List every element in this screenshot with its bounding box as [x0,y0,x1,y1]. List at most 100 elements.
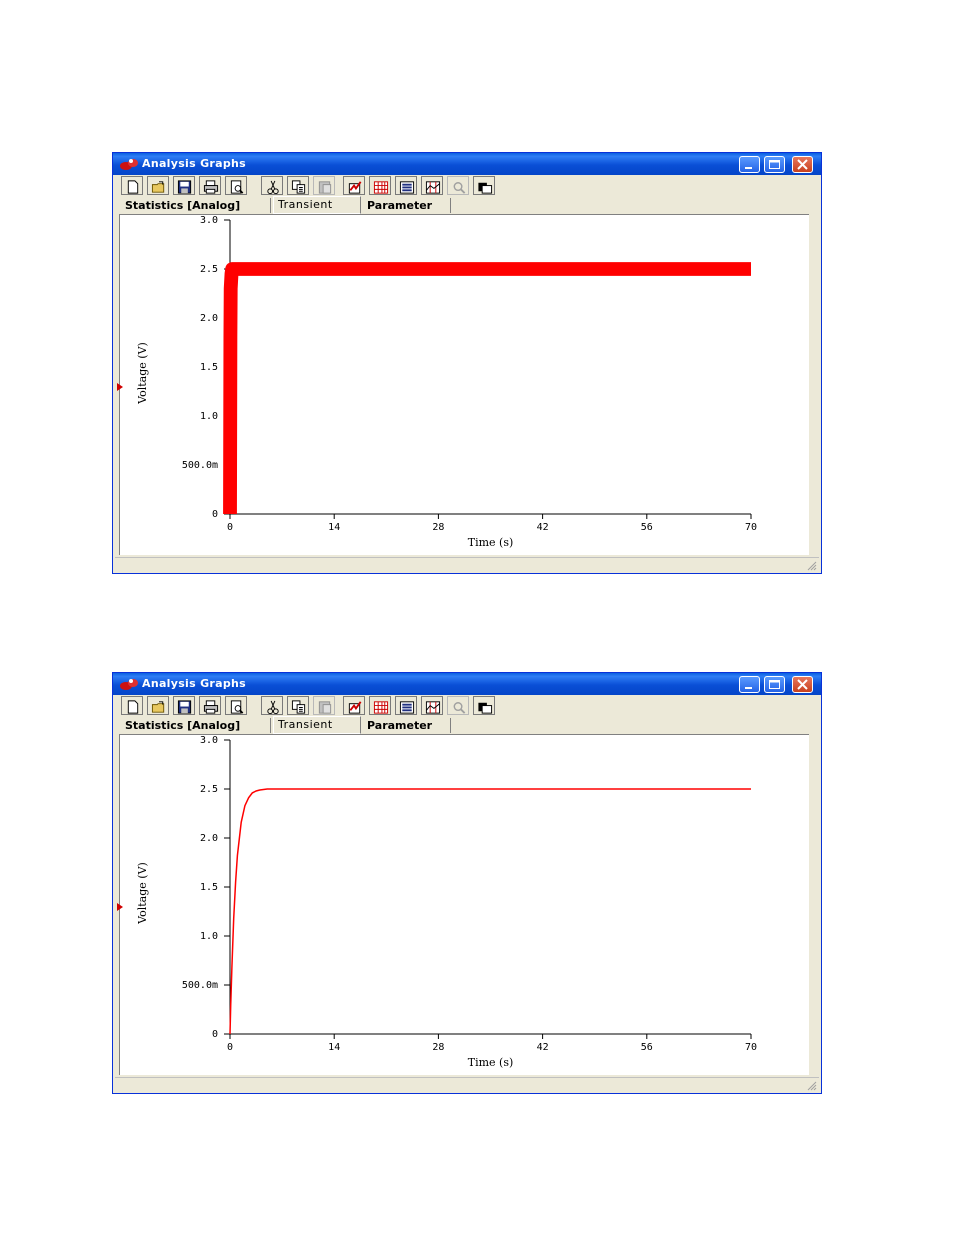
properties-button[interactable] [343,176,365,195]
paste-button[interactable] [313,176,335,195]
y-tick-label: 3.0 [200,215,218,226]
properties-button[interactable] [343,696,365,715]
cursor-marker[interactable] [117,383,123,391]
print-button[interactable] [199,176,221,195]
legend-button[interactable] [395,696,417,715]
tab-parameter[interactable]: Parameter [363,198,451,213]
minimize-icon [745,687,752,689]
y-tick-label: 2.5 [200,264,218,275]
x-tick-label: 28 [432,1042,444,1053]
cursors-icon [425,181,441,194]
x-tick-label: 14 [328,522,340,533]
open-button[interactable] [147,176,169,195]
new-button[interactable] [121,176,143,195]
minimize-button[interactable] [739,156,760,173]
close-icon [797,159,808,170]
new-icon [127,180,139,194]
x-tick-label: 42 [537,1042,549,1053]
legend-icon [399,181,415,194]
overlay-button[interactable] [473,696,495,715]
toolbar [117,696,537,716]
tab-statistics-analog[interactable]: Statistics [Analog] [121,198,271,213]
legend-icon [399,701,415,714]
title-bar[interactable]: Analysis Graphs [113,153,821,175]
copy-button[interactable] [287,696,309,715]
save-button[interactable] [173,176,195,195]
resize-grip-icon[interactable] [805,559,817,571]
new-icon [127,700,139,714]
close-icon [797,679,808,690]
y-tick-label: 1.0 [200,411,218,422]
status-bar [115,557,819,573]
print-button[interactable] [199,696,221,715]
maximize-button[interactable] [764,676,785,693]
y-tick-label: 1.0 [200,931,218,942]
properties-icon [348,181,362,194]
analysis-graphs-window: Analysis Graphs Statistics [Analog] Trans… [112,672,822,1094]
grid-button[interactable] [369,176,391,195]
tab-parameter[interactable]: Parameter [363,718,451,733]
series-line [223,262,751,515]
cursors-icon [425,701,441,714]
tab-transient[interactable]: Transient [273,716,361,734]
cursors-button[interactable] [421,176,443,195]
paste-icon [318,181,332,194]
y-axis-label: Voltage (V) [136,862,149,925]
paste-button[interactable] [313,696,335,715]
open-icon [151,181,165,193]
x-tick-label: 28 [432,522,444,533]
y-tick-label: 2.5 [200,784,218,795]
x-tick-label: 14 [328,1042,340,1053]
y-tick-label: 2.0 [200,833,218,844]
window-title: Analysis Graphs [142,677,247,690]
cut-button[interactable] [261,696,283,715]
tab-transient[interactable]: Transient [273,196,361,214]
tab-strip: Statistics [Analog] Transient Parameter [117,196,817,214]
paste-icon [318,701,332,714]
transient-chart: 0 500.0m 1.0 1.5 2.0 2.5 3.0 0 14 28 42 56 70 Time (s… [136,735,757,1069]
legend-button[interactable] [395,176,417,195]
copy-button[interactable] [287,176,309,195]
print-preview-button[interactable] [225,176,247,195]
grid-icon [373,701,389,714]
copy-icon [291,180,306,194]
cursor-marker[interactable] [117,903,123,911]
save-icon [177,700,192,714]
overlay-button[interactable] [473,176,495,195]
zoom-icon [453,182,466,194]
cursors-button[interactable] [421,696,443,715]
save-button[interactable] [173,696,195,715]
close-button[interactable] [792,676,813,693]
print-preview-icon [230,700,244,714]
cut-button[interactable] [261,176,283,195]
title-bar[interactable]: Analysis Graphs [113,673,821,695]
open-icon [151,701,165,713]
resize-grip-icon[interactable] [805,1079,817,1091]
graph-panel: 0 500.0m 1.0 1.5 2.0 2.5 3.0 0 14 28 42 56 70 Time (s… [119,734,809,1075]
y-tick-label: 0 [212,509,218,520]
print-icon [203,180,219,194]
minimize-button[interactable] [739,676,760,693]
x-tick-label: 42 [537,522,549,533]
y-axis-label: Voltage (V) [136,342,149,405]
properties-icon [348,701,362,714]
maximize-button[interactable] [764,156,785,173]
save-icon [177,180,192,194]
minimize-icon [745,167,752,169]
overlay-icon [478,702,493,714]
close-button[interactable] [792,156,813,173]
y-tick-label: 1.5 [200,362,218,373]
grid-button[interactable] [369,696,391,715]
y-tick-label: 500.0m [182,980,218,991]
cut-icon [267,180,279,195]
cut-icon [267,700,279,715]
y-tick-label: 0 [212,1029,218,1040]
transient-chart: 0 500.0m 1.0 1.5 2.0 2.5 3.0 0 14 28 42 56 70 Time (s… [136,215,757,549]
new-button[interactable] [121,696,143,715]
zoom-button[interactable] [447,176,469,195]
tab-statistics-analog[interactable]: Statistics [Analog] [121,718,271,733]
print-preview-button[interactable] [225,696,247,715]
x-axis-label: Time (s) [468,1056,514,1069]
open-button[interactable] [147,696,169,715]
zoom-button[interactable] [447,696,469,715]
